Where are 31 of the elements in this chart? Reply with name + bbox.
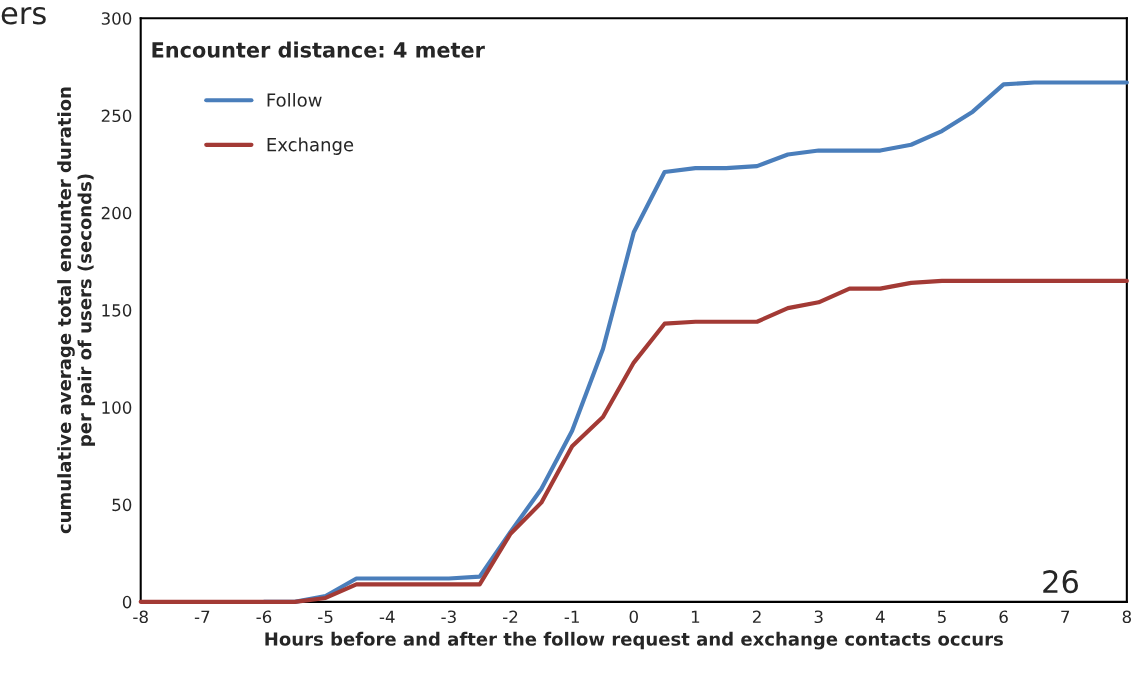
text: Encounter distance: 4 meter xyxy=(152,41,485,58)
y-tick-label: 200 xyxy=(101,206,132,220)
y-tick-label: 250 xyxy=(101,109,132,123)
x-tick-label: 4 xyxy=(875,610,885,623)
x-tick-label: 1 xyxy=(691,610,700,623)
x-tick-label: 5 xyxy=(937,610,946,624)
x-tick-label: -6 xyxy=(256,610,272,624)
y-axis-title: cumulative average total enounter duration per pair of users (seconds) xyxy=(57,87,96,534)
x-axis-title: Hours before and after the follow request and exchange contacts occurs xyxy=(265,631,1003,650)
y-tick-label: 0 xyxy=(122,595,132,609)
y-tick-label: 50 xyxy=(112,498,132,512)
x-tick-label: 3 xyxy=(814,610,823,624)
x-tick-label: -1 xyxy=(564,610,579,623)
y-tick-label: 300 xyxy=(101,12,132,25)
x-tick-label: -8 xyxy=(133,610,148,624)
x-tick-label: 8 xyxy=(1122,610,1131,624)
x-tick-label: 6 xyxy=(999,610,1008,624)
y-tick-label: 100 xyxy=(102,401,132,414)
x-tick-label: -5 xyxy=(318,610,333,624)
x-tick-label: -3 xyxy=(441,610,456,624)
y-tick-label: 150 xyxy=(102,304,132,317)
x-tick-label: -4 xyxy=(379,610,395,623)
x-tick-label: -2 xyxy=(503,610,518,623)
text: ers xyxy=(1,7,46,25)
legend-label: Follow xyxy=(267,92,322,107)
x-tick-label: -7 xyxy=(194,610,210,623)
x-tick-label: 7 xyxy=(1061,610,1070,623)
x-tick-label: 0 xyxy=(629,610,638,624)
legend-label: Exchange xyxy=(267,137,354,155)
annotation: 26 xyxy=(1043,570,1078,594)
x-tick-label: 2 xyxy=(752,610,761,623)
